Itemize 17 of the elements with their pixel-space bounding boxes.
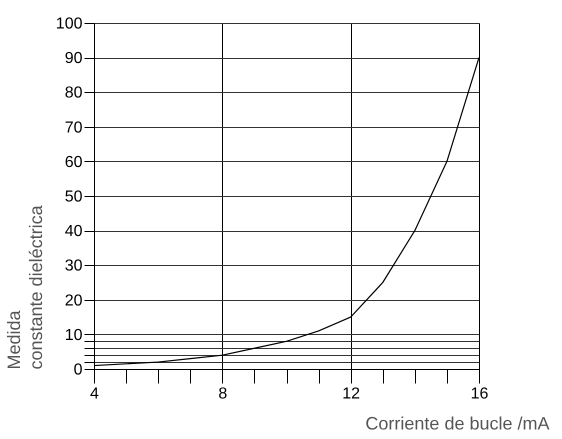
x-axis-title: Corriente de bucle /mA bbox=[365, 414, 550, 434]
y-tick-label: 90 bbox=[64, 50, 83, 68]
x-tick-label: 16 bbox=[470, 386, 488, 402]
y-tick-label: 0 bbox=[74, 362, 83, 378]
y-tick-label: 50 bbox=[64, 188, 83, 206]
y-tick-label: 20 bbox=[64, 292, 83, 310]
y-tick-label: 70 bbox=[64, 119, 83, 136]
y-tick-label: 100 bbox=[56, 16, 83, 32]
y-tick-label: 30 bbox=[64, 258, 83, 275]
y-tick-label: 10 bbox=[64, 326, 83, 344]
y-axis-title: Medida constante dieléctrica bbox=[4, 204, 46, 370]
x-tick-label: 12 bbox=[342, 386, 360, 402]
y-tick-label: 80 bbox=[64, 84, 83, 102]
x-tick-label: 8 bbox=[218, 386, 228, 402]
x-tick-label: 4 bbox=[90, 386, 100, 402]
y-tick-label: 60 bbox=[64, 154, 83, 171]
y-tick-label: 40 bbox=[64, 223, 83, 240]
